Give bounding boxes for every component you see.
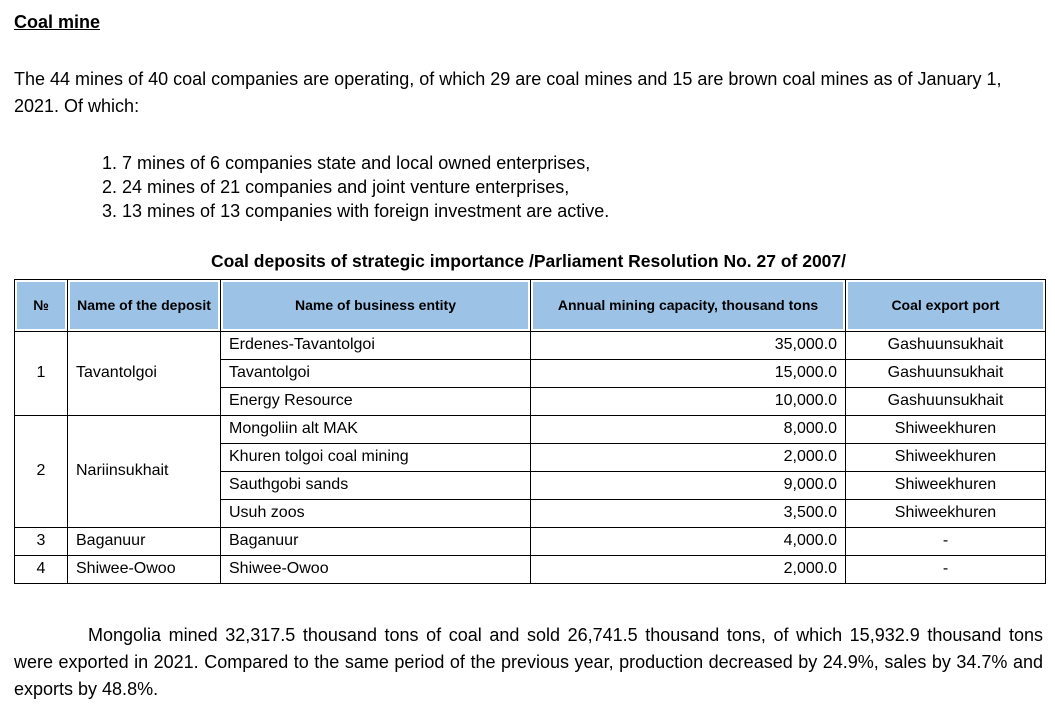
cell-port: Shiweekhuren	[845, 498, 1046, 528]
cell-no: 2	[14, 414, 68, 528]
cell-entity: Shiwee-Owoo	[220, 554, 531, 584]
cell-capacity: 2,000.0	[530, 442, 846, 472]
coal-deposits-table: № Name of the deposit Name of business e…	[14, 278, 1046, 584]
cell-entity: Sauthgobi sands	[220, 470, 531, 500]
cell-capacity: 2,000.0	[530, 554, 846, 584]
cell-no: 1	[14, 330, 68, 416]
column-header-no: №	[14, 278, 68, 332]
numbered-list: 1. 7 mines of 6 companies state and loca…	[102, 152, 1043, 224]
cell-port: Shiweekhuren	[845, 442, 1046, 472]
cell-capacity: 4,000.0	[530, 526, 846, 556]
cell-entity: Erdenes-Tavantolgoi	[220, 330, 531, 360]
table-title: Coal deposits of strategic importance /P…	[210, 250, 847, 271]
page-title: Coal mine	[14, 12, 101, 32]
column-header-capacity: Annual mining capacity, thousand tons	[530, 278, 846, 332]
intro-paragraph: The 44 mines of 40 coal companies are op…	[14, 69, 1002, 116]
cell-deposit: Baganuur	[67, 526, 221, 556]
column-header-port: Coal export port	[845, 278, 1046, 332]
cell-deposit: Shiwee-Owoo	[67, 554, 221, 584]
cell-port: Shiweekhuren	[845, 470, 1046, 500]
list-item: 2. 24 mines of 21 companies and joint ve…	[102, 176, 570, 197]
cell-entity: Usuh zoos	[220, 498, 531, 528]
cell-entity: Mongoliin alt MAK	[220, 414, 531, 444]
cell-port: -	[845, 526, 1046, 556]
cell-entity: Tavantolgoi	[220, 358, 531, 388]
cell-capacity: 10,000.0	[530, 386, 846, 416]
table-row: Tavantolgoi 15,000.0 Gashuunsukhait	[15, 358, 1046, 388]
table-row: 4 Shiwee-Owoo Shiwee-Owoo 2,000.0 -	[14, 554, 1046, 584]
cell-entity: Khuren tolgoi coal mining	[220, 442, 531, 472]
table-row: Usuh zoos 3,500.0 Shiweekhuren	[15, 498, 1046, 528]
table-row: 3 Baganuur Baganuur 4,000.0 -	[14, 526, 1046, 556]
closing-paragraph: Mongolia mined 32,317.5 thousand tons of…	[14, 624, 1043, 699]
cell-capacity: 9,000.0	[530, 470, 846, 500]
table-row: 2 Nariinsukhait Mongoliin alt MAK 8,000.…	[14, 414, 1046, 528]
cell-port: Gashuunsukhait	[845, 330, 1046, 360]
cell-port: Gashuunsukhait	[845, 386, 1046, 416]
list-item: 1. 7 mines of 6 companies state and loca…	[102, 153, 591, 173]
cell-no: 4	[14, 554, 68, 584]
table-header-row: № Name of the deposit Name of business e…	[14, 278, 1046, 332]
table-row: Khuren tolgoi coal mining 2,000.0 Shiwee…	[15, 442, 1046, 472]
column-header-deposit: Name of the deposit	[67, 278, 221, 332]
cell-deposit: Nariinsukhait	[67, 414, 221, 528]
cell-port: Gashuunsukhait	[845, 358, 1046, 388]
table-row: 1 Tavantolgoi Erdenes-Tavantolgoi 35,000…	[14, 330, 1046, 416]
cell-port: -	[845, 554, 1046, 584]
list-item: 3. 13 mines of 13 companies with foreign…	[102, 200, 610, 221]
cell-entity: Energy Resource	[220, 386, 531, 416]
table-row: Sauthgobi sands 9,000.0 Shiweekhuren	[15, 470, 1046, 500]
table-row: Energy Resource 10,000.0 Gashuunsukhait	[15, 386, 1046, 416]
cell-port: Shiweekhuren	[845, 414, 1046, 444]
cell-no: 3	[14, 526, 68, 556]
column-header-entity: Name of business entity	[220, 278, 531, 332]
cell-capacity: 15,000.0	[530, 358, 846, 388]
cell-deposit: Tavantolgoi	[67, 330, 221, 416]
cell-capacity: 3,500.0	[530, 498, 846, 528]
cell-capacity: 8,000.0	[530, 414, 846, 444]
cell-entity: Baganuur	[220, 526, 531, 556]
cell-capacity: 35,000.0	[530, 330, 846, 360]
